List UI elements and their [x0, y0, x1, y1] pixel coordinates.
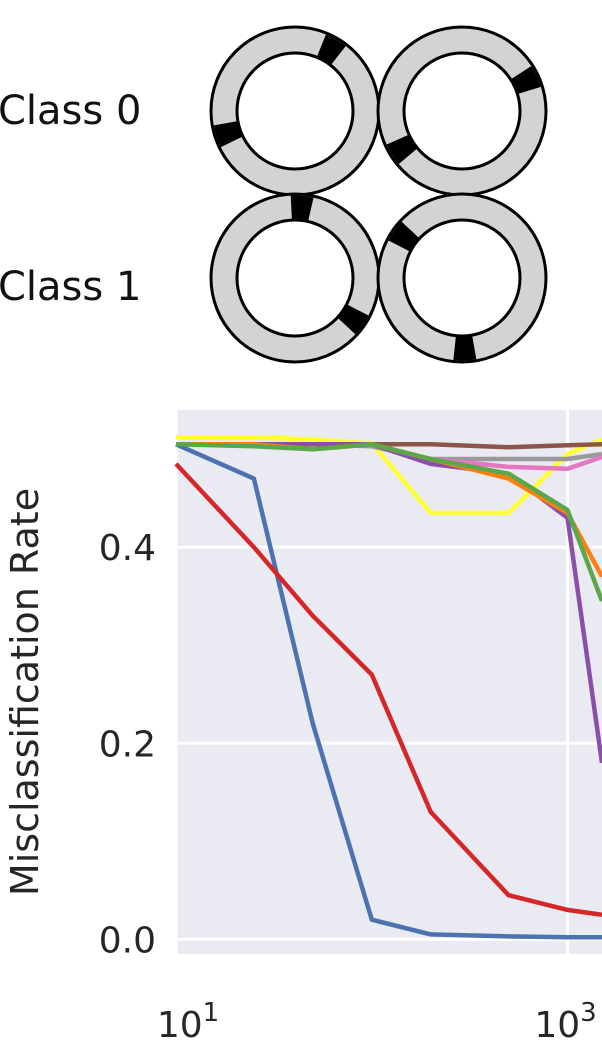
ring-sample — [376, 25, 548, 197]
ring-sample — [209, 25, 381, 197]
y-tick-label: 0.0 — [99, 920, 156, 961]
x-tick-label: 103 — [534, 998, 596, 1046]
y-tick-label: 0.4 — [99, 528, 156, 569]
ring-hole — [235, 218, 355, 338]
ring-hole — [235, 51, 355, 171]
series-lines — [174, 435, 602, 940]
ring-mark — [290, 195, 314, 221]
class-illustration: Class 0 Class 1 — [0, 25, 548, 364]
class-0-label: Class 0 — [0, 88, 141, 134]
ring-sample — [376, 192, 548, 364]
x-tick-label: 101 — [157, 998, 219, 1046]
series-line — [176, 435, 602, 516]
x-tick-labels: 101 103 — [157, 998, 597, 1046]
class-1-label: Class 1 — [0, 264, 141, 310]
plot-area — [176, 410, 602, 954]
ring-mark — [386, 134, 417, 165]
grid-lines — [174, 410, 602, 954]
ring-mark — [388, 221, 419, 252]
y-tick-labels: 0.0 0.2 0.4 — [99, 528, 156, 961]
series-line — [175, 442, 602, 602]
ring-hole — [402, 218, 522, 338]
ring-mark — [213, 121, 242, 148]
ring-mark — [338, 304, 369, 335]
ring-mark — [453, 336, 477, 361]
ring-sample — [209, 192, 381, 364]
misclassification-chart: 0.0 0.2 0.4 101 103 Misclassification Rate — [3, 410, 602, 1046]
y-axis-label: Misclassification Rate — [3, 488, 47, 896]
ring-mark — [317, 34, 346, 65]
ring-samples — [209, 25, 548, 364]
series-line — [175, 442, 602, 940]
series-line — [174, 462, 602, 918]
y-tick-label: 0.2 — [99, 724, 156, 765]
ring-mark — [511, 66, 541, 94]
ring-hole — [402, 51, 522, 171]
